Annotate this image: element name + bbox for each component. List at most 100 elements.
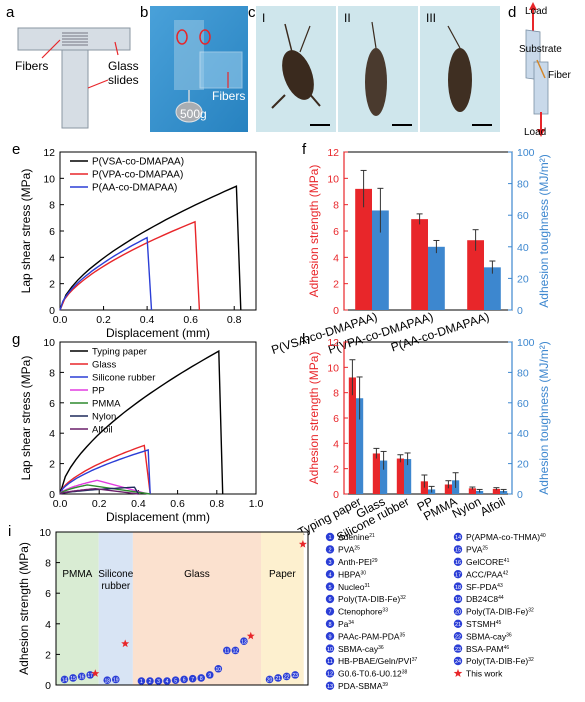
chart-f: f 0 2 4 6 8 10 12 0 20 40 60 80 100 Adhesion strength … [270, 141, 551, 357]
y-tick-label: 4 [333, 438, 339, 450]
y2-axis-label: Adhesion toughness (MJ/m²) [537, 341, 551, 494]
legend-name: STSMH [466, 619, 496, 629]
legend-marker-number-18: 19 [455, 597, 461, 603]
legend-name: Anth-PEI [338, 557, 372, 567]
legend-ref: 44 [498, 595, 504, 601]
legend-marker-number-3: 4 [328, 572, 331, 578]
legend-name: SBMA-cay [466, 631, 507, 641]
y-tick-label: 10 [327, 362, 339, 374]
legend-ref: 43 [497, 583, 503, 589]
bar-strength-6 [492, 488, 500, 494]
legend-marker-number-21: 22 [455, 634, 461, 640]
y-tick-label: 10 [43, 337, 55, 349]
legend-name: PVA [466, 545, 483, 555]
legend-ref: 45 [496, 620, 502, 626]
legend-entry-23: Poly(TA-DIB-Fe)32 [466, 656, 534, 666]
legend-name: Poly(TA-DIB-Fe) [338, 594, 400, 604]
legend-marker-number-4: 5 [328, 585, 331, 591]
legend-marker-17 [453, 582, 463, 591]
load-bottom-label: Load [524, 127, 546, 138]
y-tick-label: 2 [333, 464, 339, 476]
legend-marker-20 [453, 619, 463, 628]
legend-ref: 32 [528, 657, 534, 663]
y-tick-label: 4 [333, 252, 339, 264]
chart-g: g 0 2 4 6 8 10 0.0 0.2 0.4 0.6 0.8 1.0 Displacement (… [12, 331, 263, 524]
legend-marker-number-2: 3 [328, 560, 331, 566]
legend-ref: 36 [378, 645, 384, 651]
bar-toughness-1 [380, 460, 388, 494]
x-tick-label: 0.4 [131, 498, 146, 510]
y-tick-label: 10 [43, 173, 55, 185]
y-tick-label: 10 [327, 173, 339, 185]
plot-frame [59, 341, 257, 495]
legend-marker-3 [325, 570, 335, 579]
data-point-number-10: 5 [174, 678, 177, 684]
data-point-18 [240, 637, 248, 646]
panel-f-letter: f [302, 141, 307, 158]
legend-name: This work [466, 669, 503, 679]
legend-entry-6: Alfoil [92, 425, 113, 436]
legend-marker-number-12: 13 [327, 684, 333, 690]
y-tick-label: 6 [333, 226, 339, 238]
y-tick-label: 2 [45, 649, 51, 661]
series-line-4 [59, 484, 151, 495]
series-line-2 [59, 236, 153, 311]
legend-entry-18: DB24C844 [466, 594, 504, 604]
legend-marker-19 [453, 607, 463, 616]
y2-axis-label: Adhesion toughness (MJ/m²) [537, 154, 551, 307]
clip-right [199, 29, 211, 45]
bar-strength-1 [372, 453, 380, 494]
data-point-1 [69, 674, 77, 682]
series-line-0 [59, 349, 224, 495]
y-tick-label: 6 [49, 398, 55, 410]
y-tick-label: 8 [333, 388, 339, 400]
region-label-2: Glass [184, 569, 210, 580]
panel-b-letter: b [140, 4, 148, 21]
panel-a: a Fibers Glass slides [6, 4, 139, 129]
legend-marker-number-0: 1 [328, 535, 331, 541]
glass-pointer-2 [87, 79, 109, 89]
insect-I [271, 23, 321, 109]
y-axis-label: Adhesion strength (MPa) [17, 542, 31, 675]
data-point-number-18: 13 [241, 639, 247, 645]
y-axis-label: Lap shear stress (MPa) [19, 169, 33, 294]
legend-marker-13 [453, 532, 463, 542]
y-tick-label: 4 [49, 252, 55, 264]
plot-frame [55, 531, 309, 686]
y-tick-label: 8 [333, 200, 339, 212]
legend-marker-1 [325, 545, 335, 554]
weight-label: 500g [180, 107, 207, 121]
legend-marker-6 [325, 607, 335, 616]
y-tick-label: 2 [49, 459, 55, 471]
data-point-10 [171, 676, 180, 685]
legend-ref: 29 [372, 558, 378, 564]
y2-tick-label: 80 [517, 367, 529, 379]
data-point-number-1: 15 [70, 676, 76, 682]
legend-ref: 40 [540, 533, 546, 539]
legend-entry-4: PMMA [92, 399, 121, 410]
legend-marker-number-13: 14 [455, 535, 461, 541]
bar-toughness-1 [428, 246, 445, 310]
legend-entry-2: P(AA-co-DMAPAA) [92, 183, 177, 194]
category-label-3: PP [415, 494, 436, 514]
bar-strength-2 [396, 458, 404, 494]
data-point-22 [291, 671, 299, 679]
data-point-number-0: 14 [62, 678, 68, 684]
y2-tick-label: 40 [517, 242, 529, 254]
legend-marker-number-9: 10 [327, 647, 333, 653]
legend-entry-22: BSA-PAM46 [466, 644, 509, 654]
region-label-3: Paper [269, 569, 296, 580]
legend-ref: 35 [400, 632, 406, 638]
y2-tick-label: 20 [517, 273, 529, 285]
legend-entry-3: HBPA30 [338, 569, 366, 579]
data-point-number-14: 9 [208, 673, 211, 679]
data-point-3 [86, 671, 94, 679]
legend-entry-1: P(VPA-co-DMAPAA) [92, 170, 183, 181]
legend-ref: 41 [504, 558, 510, 564]
y2-tick-label: 40 [517, 428, 529, 440]
legend-ref: 46 [504, 645, 510, 651]
legend-marker-4 [325, 582, 335, 591]
bar-toughness-2 [484, 267, 501, 310]
legend-entry-13: P(APMA-co-THMA)40 [466, 532, 546, 542]
